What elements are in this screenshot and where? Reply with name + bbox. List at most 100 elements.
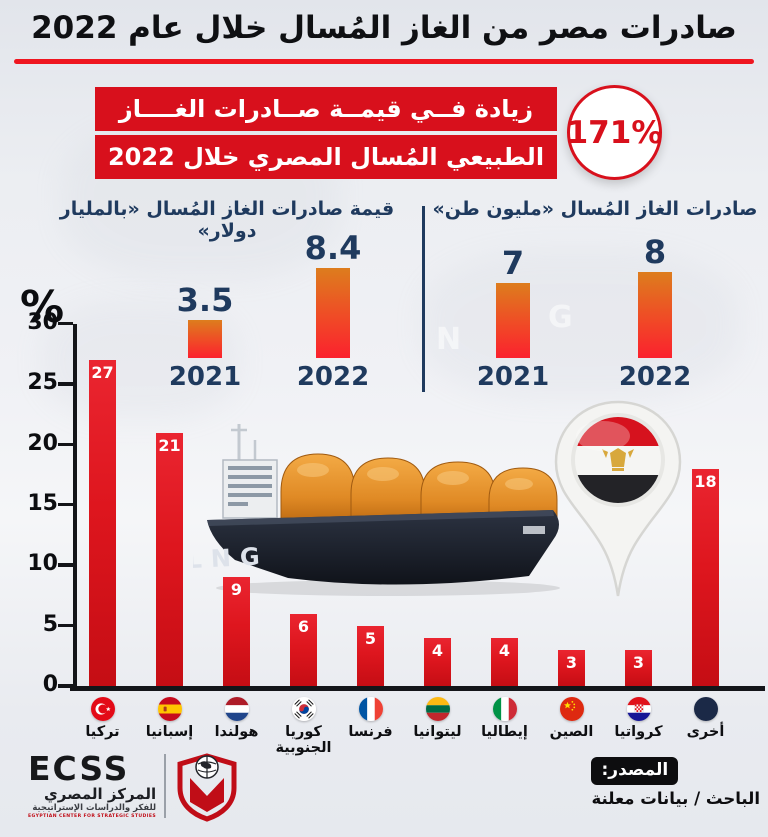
highlight-line-1: زيادة فــي قيمــة صــادرات الغــــاز: [95, 87, 557, 131]
y-axis-tick-mark: [58, 442, 73, 447]
source-block: المصدر: الباحث / بيانات معلنة: [591, 757, 760, 808]
main-bar-value: 5: [364, 629, 377, 648]
y-axis-tick-label-25: 25: [27, 370, 58, 396]
main-bar-value: 3: [632, 653, 645, 672]
mini-bar-year-label: 2021: [168, 362, 242, 392]
title-underline: [14, 59, 754, 64]
country-label-es: إسبانيا: [145, 724, 194, 740]
main-bar-es: 21: [156, 433, 183, 686]
country-label-tr: تركيا: [85, 724, 120, 740]
ecss-logo-icon: [177, 753, 237, 822]
page-title: صادرات مصر من الغاز المُسال خلال عام 202…: [31, 10, 737, 46]
mini-chart-divider: [422, 206, 425, 392]
lng-ship-illustration: LNG: [186, 408, 568, 604]
y-axis-tick-mark: [58, 623, 73, 628]
hr-flag-icon: [626, 697, 651, 721]
main-bar-other: 18: [692, 469, 719, 686]
cn-flag-icon: [559, 697, 584, 721]
ship-shadow: [216, 580, 560, 596]
it-flag-icon: [492, 697, 517, 721]
others-icon: [693, 697, 718, 721]
volume-chart-title: صادرات الغاز المُسال «مليون طن»: [432, 198, 758, 220]
kr-flag-icon: [291, 697, 316, 721]
source-text: الباحث / بيانات معلنة: [591, 789, 760, 808]
background-watermark-letter: G: [548, 300, 573, 335]
country-label-lt: ليتوانيا: [413, 724, 462, 740]
mini-bar-value: 8.4: [304, 229, 362, 267]
main-bar-nl: 9: [223, 577, 250, 686]
egypt-flag-pin: [548, 398, 688, 620]
value-chart-title: قيمة صادرات الغاز المُسال «بالمليار دولا…: [59, 198, 395, 242]
mini-bar: [638, 272, 672, 358]
mini-bar-value: 3.5: [176, 281, 234, 319]
main-bar-value: 18: [694, 472, 717, 491]
mini-bar-group-lng_export_value-2021: 3.5: [163, 284, 247, 358]
mini-bar-year-label: 2021: [476, 362, 550, 392]
es-flag-icon: [157, 697, 182, 721]
country-label-it: إيطاليا: [481, 724, 528, 740]
ecss-acronym: ECSS: [28, 749, 130, 789]
ecss-name-english: EGYPTIAN CENTER FOR STRATEGIC STUDIES: [28, 813, 157, 819]
lt-flag-icon: [425, 697, 450, 721]
y-axis-line: [73, 324, 77, 687]
x-axis-line: [70, 686, 765, 691]
fr-flag-icon: [358, 697, 383, 721]
main-bar-value: 27: [91, 363, 114, 382]
tr-flag-icon: [90, 697, 115, 721]
main-bar-value: 3: [565, 653, 578, 672]
nl-flag-icon: [224, 697, 249, 721]
y-axis-tick-label-30: 30: [27, 309, 58, 335]
ecss-logo: ECSS المركز المصري للفكر والدراسات الإست…: [28, 750, 240, 822]
y-axis-tick-mark: [58, 382, 73, 386]
main-bar-value: 6: [297, 617, 310, 636]
main-bar-hr: 3: [625, 650, 652, 686]
y-axis-tick-mark: [58, 684, 73, 688]
y-axis-tick-label-5: 5: [42, 611, 58, 637]
mini-bar-year-label: 2022: [618, 362, 692, 392]
y-axis-tick-label-0: 0: [42, 672, 58, 697]
mini-bar: [316, 268, 350, 358]
background-blob: [420, 250, 740, 400]
ecss-tagline-arabic: للفكر والدراسات الإستراتيجية: [32, 803, 157, 814]
main-bar-kr: 6: [290, 614, 317, 686]
y-axis-tick-mark: [58, 502, 73, 507]
mini-bar-group-lng_export_volume-2022: 8: [613, 236, 697, 358]
mini-bar-year-label: 2022: [296, 362, 370, 392]
mini-bar-value: 7: [501, 244, 525, 282]
country-label-fr: فرنسا: [348, 724, 393, 740]
main-bar-it: 4: [491, 638, 518, 686]
y-axis-tick-mark: [58, 563, 73, 567]
main-bar-lt: 4: [424, 638, 451, 686]
mini-bar-group-lng_export_volume-2021: 7: [471, 247, 555, 358]
ecss-logo-divider: [164, 754, 166, 818]
country-label-cn: الصين: [549, 724, 594, 740]
main-bar-value: 4: [498, 641, 511, 660]
y-axis-unit-label: %: [20, 282, 65, 333]
mini-bar-group-lng_export_value-2022: 8.4: [291, 232, 375, 358]
mini-bar: [188, 320, 222, 358]
y-axis-tick-label-10: 10: [27, 551, 58, 577]
ship-hull: [207, 510, 559, 585]
country-label-other: أخرى: [686, 724, 725, 740]
country-label-nl: هولندا: [214, 724, 259, 740]
mini-bar-value: 8: [643, 233, 667, 271]
country-label-hr: كرواتيا: [614, 724, 663, 740]
mini-bar: [496, 283, 530, 358]
y-axis-tick-label-20: 20: [27, 430, 58, 456]
main-bar-cn: 3: [558, 650, 585, 686]
background-watermark-letter: N: [436, 322, 462, 357]
ecss-name-arabic: المركز المصري: [43, 785, 157, 804]
y-axis-tick-label-15: 15: [27, 490, 58, 516]
main-bar-value: 21: [158, 436, 181, 455]
main-bar-value: 4: [431, 641, 444, 660]
main-bar-fr: 5: [357, 626, 384, 686]
country-label-kr: كوريا الجنوبية: [275, 724, 332, 757]
source-label: المصدر:: [591, 757, 679, 785]
main-bar-tr: 27: [89, 360, 116, 686]
y-axis-tick-mark: [58, 321, 73, 326]
main-bar-value: 9: [230, 580, 243, 599]
growth-percentage-badge: 171%: [567, 85, 662, 180]
egypt-eagle-emblem: [602, 448, 634, 471]
highlight-line-2: الطبيعي المُسال المصري خلال 2022: [95, 135, 557, 179]
